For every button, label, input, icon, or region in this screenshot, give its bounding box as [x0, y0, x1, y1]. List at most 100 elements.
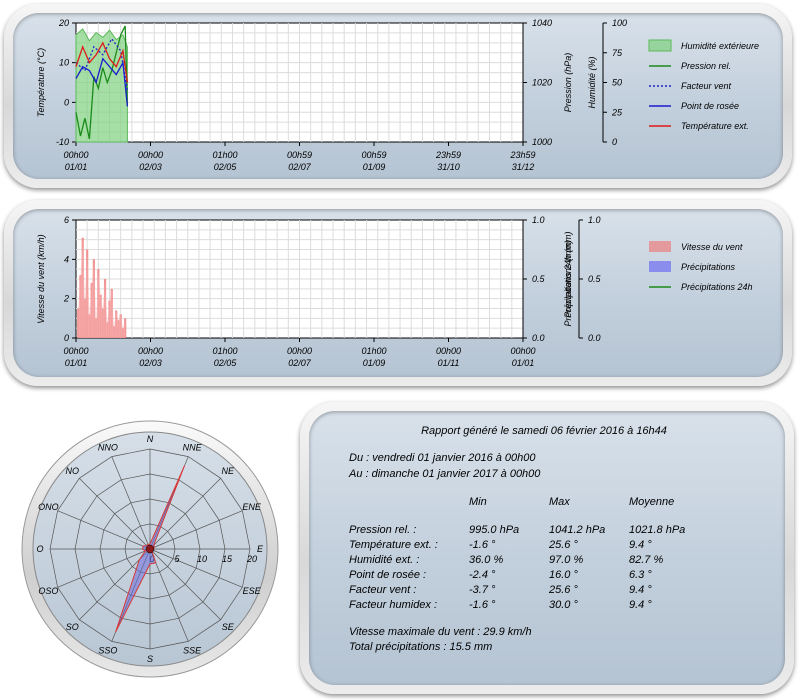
y-left-axis-label: Température (°C)	[36, 48, 46, 117]
y-right1-tick-label: 1040	[532, 18, 552, 28]
x-tick-label: 01h00	[361, 346, 386, 356]
y-left-tick-label: -10	[56, 137, 69, 147]
rose-spoke	[149, 510, 243, 550]
rose-direction-label: ENE	[242, 502, 262, 512]
row-min: -1.6 °	[469, 539, 496, 551]
rose-direction-label: O	[36, 544, 43, 554]
rose-spoke	[149, 548, 243, 588]
row-label: Facteur humidex :	[349, 599, 438, 611]
x-tick-label: 00h59	[287, 150, 312, 160]
rose-radial-tick-label: 10	[197, 554, 207, 564]
rose-spoke	[111, 456, 151, 550]
row-max: 97.0 %	[549, 554, 584, 566]
y-right1-tick-label: 0.5	[532, 274, 546, 284]
x-tick-label: 00h00	[436, 346, 461, 356]
y-left-tick-label: 0	[64, 333, 69, 343]
row-label: Pression rel. :	[349, 524, 417, 536]
report-total-rain: Total précipitations : 15.5 mm	[349, 641, 493, 653]
x-tick-label: 00h59	[361, 150, 386, 160]
rose-direction-label: NNE	[183, 442, 203, 452]
y-right2-axis-label: Précipitations 24h (mm)	[563, 231, 573, 326]
report-panel-inner: Rapport généré le samedi 06 février 2016…	[309, 411, 785, 685]
y-right1-tick-label: 1020	[532, 78, 552, 88]
legend-label: Point de rosée	[681, 101, 739, 111]
y-right1-axis-label: Pression (hPa)	[563, 53, 573, 113]
legend-label: Précipitations	[681, 262, 736, 272]
x-tick-label: 23h59	[509, 150, 535, 160]
row-avg: 9.4 °	[629, 599, 652, 611]
rose-spoke	[149, 548, 221, 620]
x-tick-label: 00h00	[510, 346, 535, 356]
header-max: Max	[549, 496, 570, 508]
wind-rose-chart: NNNENEENEEESESESSESSSOSOOSOOONONONNO0510…	[21, 420, 279, 678]
rose-spoke	[79, 478, 151, 550]
rose-spoke	[79, 548, 151, 620]
rose-spoke	[149, 548, 189, 642]
x-tick-label: 02/05	[214, 162, 238, 172]
y-right1-tick-label: 1000	[532, 137, 552, 147]
header-min: Min	[469, 496, 487, 508]
legend-label: Vitesse du vent	[681, 242, 743, 252]
x-tick-label: 01/09	[363, 358, 386, 368]
row-label: Humidité ext. :	[349, 554, 420, 566]
x-tick-label: 02/07	[288, 162, 312, 172]
row-min: -3.7 °	[469, 584, 496, 596]
x-tick-label: 00h00	[63, 150, 88, 160]
row-max: 25.6 °	[549, 539, 578, 551]
row-min: 36.0 %	[469, 554, 504, 566]
report-title: Rapport généré le samedi 06 février 2016…	[421, 425, 667, 437]
y-left-tick-label: 20	[58, 18, 69, 28]
x-tick-label: 01/01	[512, 358, 535, 368]
report-from: Du : vendredi 01 janvier 2016 à 00h00	[349, 452, 536, 464]
series-line	[75, 57, 129, 107]
y-right2-tick-label: 0.0	[588, 333, 601, 343]
x-tick-label: 31/12	[512, 162, 535, 172]
row-max: 25.6 °	[549, 584, 578, 596]
report-to: Au : dimanche 01 janvier 2017 à 00h00	[349, 468, 541, 480]
rose-direction-label: NO	[65, 466, 79, 476]
rose-spoke	[57, 510, 151, 550]
series-line	[75, 25, 129, 140]
rose-direction-label: ONO	[38, 502, 59, 512]
y-right2-tick-label: 0.5	[588, 274, 602, 284]
report-panel: Rapport généré le samedi 06 février 2016…	[300, 402, 794, 694]
y-left-axis-label: Vitesse du vent (km/h)	[36, 234, 46, 323]
x-tick-label: 23h59	[435, 150, 461, 160]
x-tick-label: 01/01	[65, 358, 88, 368]
wind-rose-panel: NNNENEENEEESESESSESSSOSOOSOOONONONNO0510…	[20, 406, 284, 690]
row-max: 30.0 °	[549, 599, 578, 611]
x-tick-label: 02/07	[288, 358, 312, 368]
legend-label: Précipitations 24h	[681, 282, 753, 292]
row-max: 16.0 °	[549, 569, 578, 581]
x-tick-label: 00h00	[138, 346, 163, 356]
y-right2-tick-label: 1.0	[588, 215, 601, 225]
y-right2-tick-label: 100	[612, 18, 627, 28]
legend-swatch	[649, 241, 671, 252]
wind-chart: 6 4 2 0 Vitesse du vent (km/h) 1.0 0.5 0.0 Préci…	[36, 215, 753, 368]
row-avg: 82.7 %	[629, 554, 664, 566]
y-right1-tick-label: 0.0	[532, 333, 545, 343]
legend-label: Facteur vent	[681, 81, 732, 91]
series-line	[75, 37, 129, 91]
rose-radial-tick-label: 15	[222, 554, 233, 564]
rose-direction-label: NNO	[98, 442, 118, 452]
legend-label: Humidité extérieure	[681, 41, 759, 51]
wind-panel: 6 4 2 0 Vitesse du vent (km/h) 1.0 0.5 0.0 Préci…	[4, 200, 792, 386]
temperature-panel-inner: 20 10 0 -10 Température (°C) 1040 1020 1000 Pres…	[13, 13, 783, 179]
x-tick-label: 02/03	[139, 358, 162, 368]
wind-panel-inner: 6 4 2 0 Vitesse du vent (km/h) 1.0 0.5 0.0 Préci…	[13, 209, 783, 377]
y-right2-axis-label: Humidité (%)	[587, 56, 597, 108]
x-tick-label: 00h00	[138, 150, 163, 160]
legend-swatch	[649, 261, 671, 272]
x-tick-label: 01/09	[363, 162, 386, 172]
rose-direction-label: SSE	[183, 646, 202, 656]
x-tick-label: 01h00	[212, 150, 237, 160]
temperature-panel: 20 10 0 -10 Température (°C) 1040 1020 1000 Pres…	[4, 4, 792, 188]
y-right2-tick-label: 0	[612, 137, 617, 147]
row-min: -1.6 °	[469, 599, 496, 611]
wind-area	[78, 237, 126, 338]
rose-direction-label: ESE	[243, 586, 262, 596]
y-right2-tick-label: 25	[611, 107, 623, 117]
rose-radial-tick-label: 5	[174, 554, 180, 564]
report-max-wind: Vitesse maximale du vent : 29.9 km/h	[349, 626, 532, 638]
